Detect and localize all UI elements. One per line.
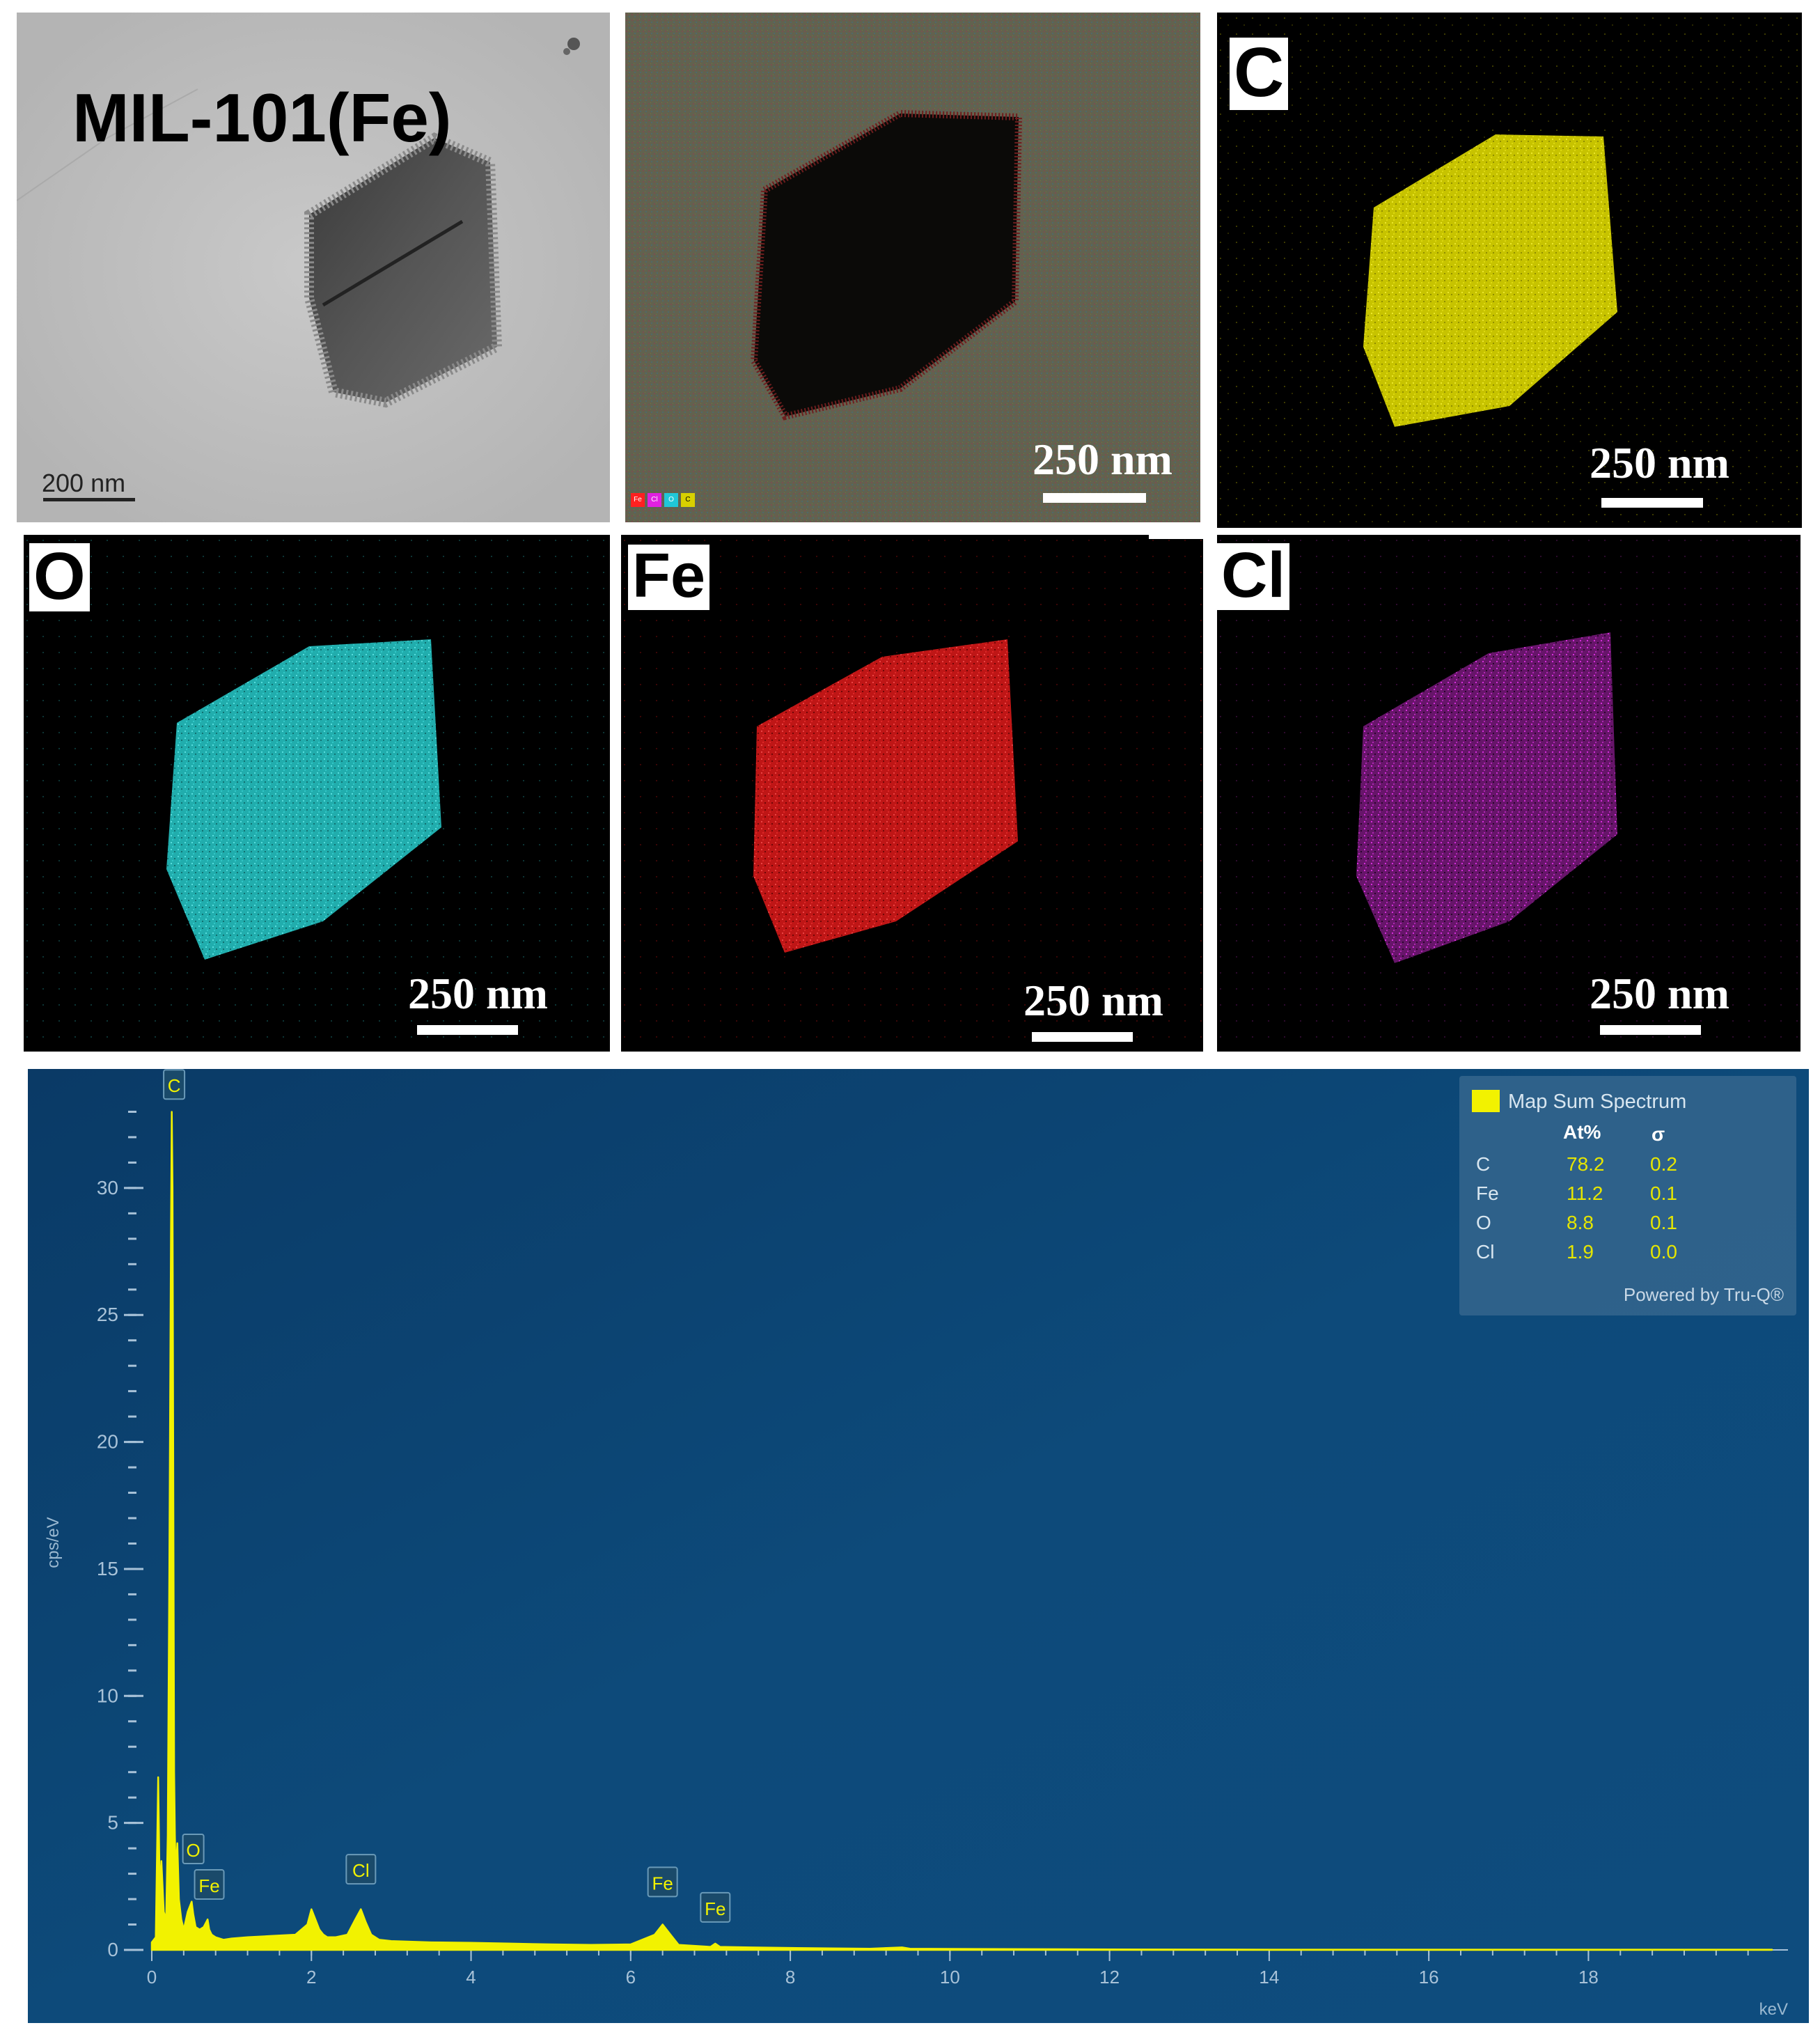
peak-label: Cl: [352, 1860, 370, 1881]
quant-row-sigma: 0.2: [1650, 1153, 1677, 1175]
x-tick-label: 8: [785, 1967, 795, 1988]
x-tick-label: 18: [1578, 1967, 1599, 1988]
peak-label-box: [345, 1854, 377, 1885]
fe-map-scale-bar-label: 250 nm: [1023, 976, 1163, 1025]
quant-row-at: 8.8: [1567, 1212, 1594, 1233]
peak-label: Fe: [652, 1873, 673, 1894]
c-map-scale-bar-label: 250 nm: [1590, 438, 1729, 487]
y-tick-label: 30: [97, 1177, 118, 1199]
c-map-label: C: [1230, 38, 1289, 110]
spectrum-series: [150, 1111, 1773, 1951]
x-tick-label: 4: [466, 1967, 476, 1988]
x-tick-label: 0: [147, 1967, 157, 1988]
o-map-label: O: [29, 543, 90, 611]
quant-row-sigma: 0.1: [1650, 1182, 1677, 1204]
x-tick-label: 10: [940, 1967, 960, 1988]
tem-image-panel: MIL-101(Fe) 200 nm: [17, 13, 610, 522]
o-map-scale-bar-label: 250 nm: [408, 969, 548, 1018]
y-axis-label: cps/eV: [44, 1517, 63, 1568]
legend-chip-o: O: [664, 493, 678, 507]
fe-map-scale-bar: [1032, 1032, 1133, 1042]
tem-image: [17, 13, 610, 522]
o-map-scale-bar: [417, 1025, 518, 1035]
o-map-panel: O 250 nm: [24, 535, 610, 1052]
cl-map-label: Cl: [1217, 543, 1289, 610]
legend-chip-c: C: [681, 493, 695, 507]
quant-table-footer: Powered by Tru-Q®: [1624, 1284, 1784, 1305]
tem-title: MIL-101(Fe): [72, 79, 452, 156]
overlay-map-image: [625, 13, 1200, 522]
x-tick-label: 2: [306, 1967, 316, 1988]
cl-map-scale-bar: [1600, 1025, 1701, 1035]
tem-scale-bar-label: 200 nm: [42, 469, 126, 497]
c-map-image: [1217, 13, 1802, 528]
quant-row-at: 11.2: [1567, 1182, 1603, 1204]
peak-label-box: [700, 1891, 731, 1923]
peak-label-box: [163, 1069, 186, 1100]
overlay-scale-bar-label: 250 nm: [1033, 435, 1172, 484]
peak-label: Fe: [705, 1898, 725, 1919]
fe-map-image: [621, 535, 1203, 1052]
legend-chip-cl: Cl: [648, 493, 661, 507]
o-map-image: [24, 535, 610, 1052]
y-tick-label: 0: [107, 1939, 118, 1960]
quant-row-element: C: [1476, 1153, 1490, 1175]
y-tick-label: 10: [97, 1685, 118, 1706]
eds-spectrum-chart: 0 2 4 6 8 10 12 14 16 18 0 5 10 15 20 25 30 C O Fe Cl Fe Fe k…: [28, 1069, 1809, 2023]
x-tick-label: 16: [1419, 1967, 1439, 1988]
peak-label-box: [647, 1866, 678, 1898]
tem-scale-bar: [43, 498, 135, 501]
quant-row-sigma: 0.0: [1650, 1241, 1677, 1263]
quant-row-element: Fe: [1476, 1182, 1499, 1204]
quant-row-element: Cl: [1476, 1241, 1494, 1263]
fe-map-panel: Fe 250 nm: [621, 535, 1203, 1052]
quant-header-sigma: σ: [1652, 1123, 1665, 1145]
quant-row-element: O: [1476, 1212, 1491, 1233]
quant-table: Map Sum Spectrum At% σ C 78.2 0.2 Fe 11.…: [1459, 1076, 1796, 1315]
quant-header-at: At%: [1563, 1121, 1601, 1143]
cl-map-image: [1217, 535, 1801, 1052]
x-tick-label: 14: [1259, 1967, 1279, 1988]
y-tick-label: 20: [97, 1431, 118, 1453]
cl-map-panel: Cl 250 nm: [1217, 535, 1801, 1052]
y-tick-label: 15: [97, 1558, 118, 1579]
peak-label: Fe: [198, 1875, 219, 1896]
c-map-panel: C 250 nm: [1217, 13, 1802, 528]
legend-swatch: [1472, 1090, 1500, 1112]
x-tick-label: 6: [626, 1967, 636, 1988]
c-map-scale-bar: [1601, 498, 1703, 508]
overlay-map-panel: Fe Cl O C 250 nm: [625, 13, 1200, 522]
quant-row-sigma: 0.1: [1650, 1212, 1677, 1233]
legend-chip-fe: Fe: [631, 493, 645, 507]
x-tick-label: 12: [1099, 1967, 1120, 1988]
peak-label-box: [194, 1869, 225, 1900]
quant-row-at: 78.2: [1567, 1153, 1605, 1175]
fe-map-label: Fe: [628, 545, 710, 610]
y-tick-label: 25: [97, 1304, 118, 1325]
peak-label-box: [182, 1834, 205, 1864]
quant-row-at: 1.9: [1567, 1241, 1594, 1263]
quant-table-title: Map Sum Spectrum: [1508, 1091, 1686, 1113]
cl-map-scale-bar-label: 250 nm: [1590, 969, 1729, 1018]
peak-label: C: [168, 1075, 181, 1096]
eds-spectrum-panel: 0 2 4 6 8 10 12 14 16 18 0 5 10 15 20 25 30 C O Fe Cl Fe Fe k…: [28, 1069, 1809, 2023]
y-tick-label: 5: [107, 1812, 118, 1834]
overlay-scale-bar: [1043, 493, 1146, 503]
peak-label: O: [186, 1840, 200, 1861]
x-axis-label: keV: [1759, 2000, 1788, 2019]
